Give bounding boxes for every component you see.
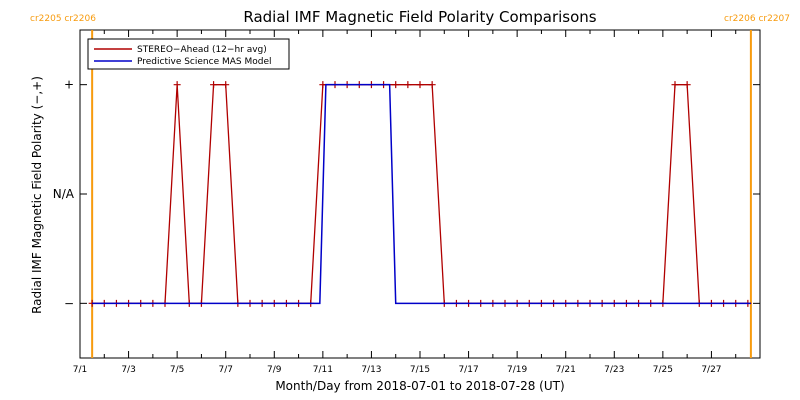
- legend-box: [87, 38, 290, 70]
- legend: STEREO−Ahead (12−hr avg) Predictive Scie…: [87, 38, 290, 70]
- y-tick-label: +: [64, 78, 74, 92]
- x-tick-label: 7/21: [556, 365, 576, 375]
- x-tick-label: 7/9: [267, 365, 282, 375]
- chart-title: Radial IMF Magnetic Field Polarity Compa…: [243, 8, 596, 26]
- data-point-marker: [392, 81, 400, 89]
- rotation-label: cr2206 cr2207: [724, 14, 790, 24]
- rotation-label: cr2205 cr2206: [30, 14, 96, 24]
- x-tick-label: 7/5: [170, 365, 184, 375]
- y-tick-label: N/A: [53, 187, 75, 201]
- data-point-marker: [416, 81, 424, 89]
- axis-ticks: 7/1 7/3 7/5 7/7 7/9 7/11 7/13 7/15 7/17 7/19 7/21 7…: [53, 30, 761, 375]
- x-tick-label: 7/25: [653, 365, 673, 375]
- x-tick-label: 7/3: [121, 365, 135, 375]
- series-line-mas: [92, 83, 751, 305]
- x-tick-label: 7/19: [507, 365, 527, 375]
- x-tick-label: 7/17: [458, 365, 478, 375]
- y-axis-label: Radial IMF Magnetic Field Polarity (−,+): [30, 76, 44, 314]
- data-point-marker: [683, 81, 691, 89]
- data-point-marker: [173, 81, 181, 89]
- x-tick-label: 7/11: [313, 365, 333, 375]
- x-tick-label: 7/27: [701, 365, 721, 375]
- data-point-marker: [428, 81, 436, 89]
- x-axis-label: Month/Day from 2018-07-01 to 2018-07-28 …: [275, 379, 564, 393]
- plot-frame: [79, 29, 761, 359]
- y-tick-label: −: [64, 296, 74, 310]
- legend-label-mas: Predictive Science MAS Model: [137, 57, 272, 67]
- data-point-marker: [671, 81, 679, 89]
- x-tick-label: 7/13: [361, 365, 381, 375]
- series-layer: [88, 81, 752, 307]
- data-point-marker: [222, 81, 230, 89]
- x-tick-label: 7/7: [218, 365, 232, 375]
- series-line-stereo: [92, 84, 748, 304]
- data-point-marker: [404, 81, 412, 89]
- x-tick-label: 7/15: [410, 365, 430, 375]
- x-tick-label: 7/1: [73, 365, 87, 375]
- legend-label-stereo: STEREO−Ahead (12−hr avg): [137, 45, 267, 55]
- data-point-marker: [210, 81, 218, 89]
- x-tick-label: 7/23: [604, 365, 624, 375]
